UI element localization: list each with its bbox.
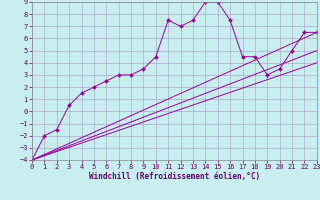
- X-axis label: Windchill (Refroidissement éolien,°C): Windchill (Refroidissement éolien,°C): [89, 172, 260, 181]
